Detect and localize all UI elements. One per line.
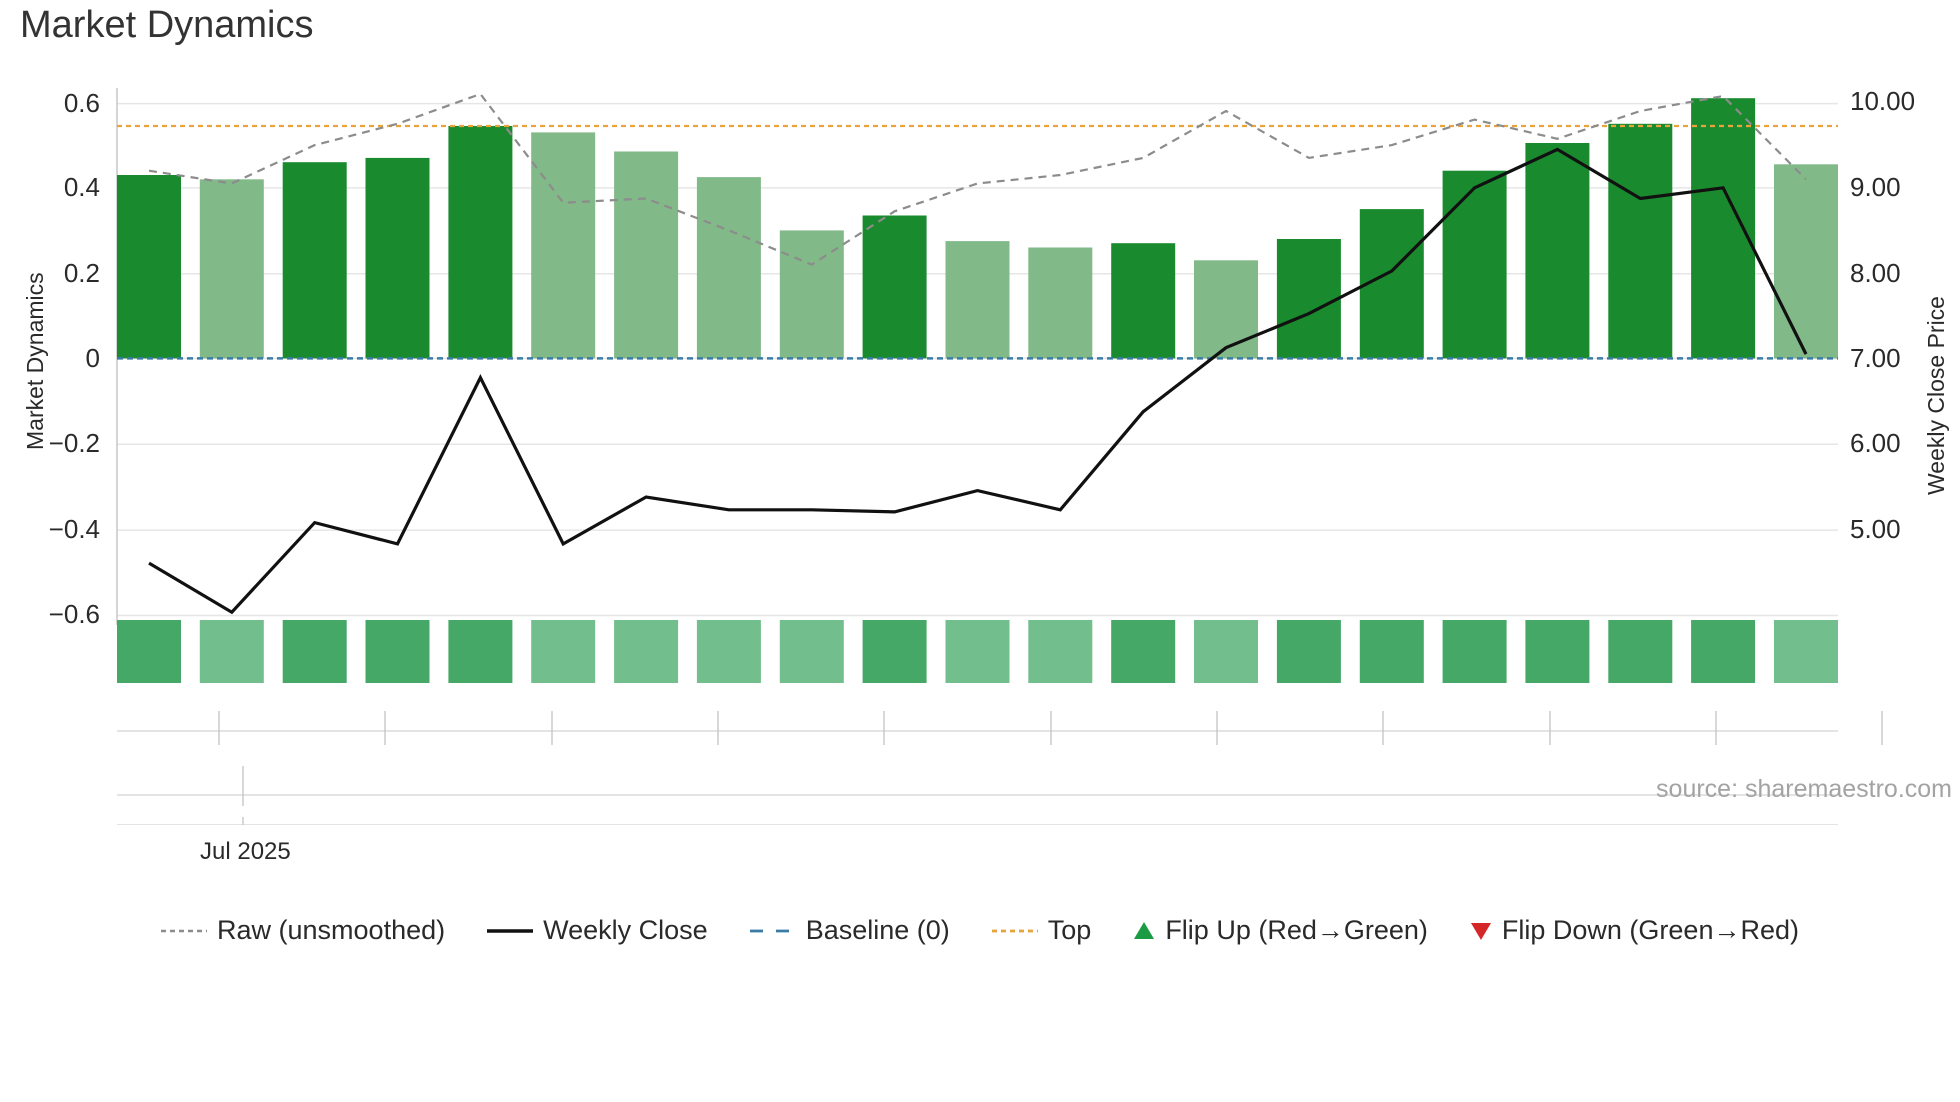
svg-text:0: 0 [86, 343, 100, 373]
svg-text:8.00: 8.00 [1850, 258, 1901, 288]
svg-text:0.6: 0.6 [64, 88, 100, 118]
svg-text:6.00: 6.00 [1850, 428, 1901, 458]
svg-text:−0.4: −0.4 [49, 514, 100, 544]
svg-text:10.00: 10.00 [1850, 86, 1915, 116]
svg-text:−0.2: −0.2 [49, 428, 100, 458]
svg-text:5.00: 5.00 [1850, 514, 1901, 544]
svg-text:0.2: 0.2 [64, 258, 100, 288]
svg-text:0.4: 0.4 [64, 172, 100, 202]
svg-text:7.00: 7.00 [1850, 343, 1901, 373]
svg-text:9.00: 9.00 [1850, 172, 1901, 202]
